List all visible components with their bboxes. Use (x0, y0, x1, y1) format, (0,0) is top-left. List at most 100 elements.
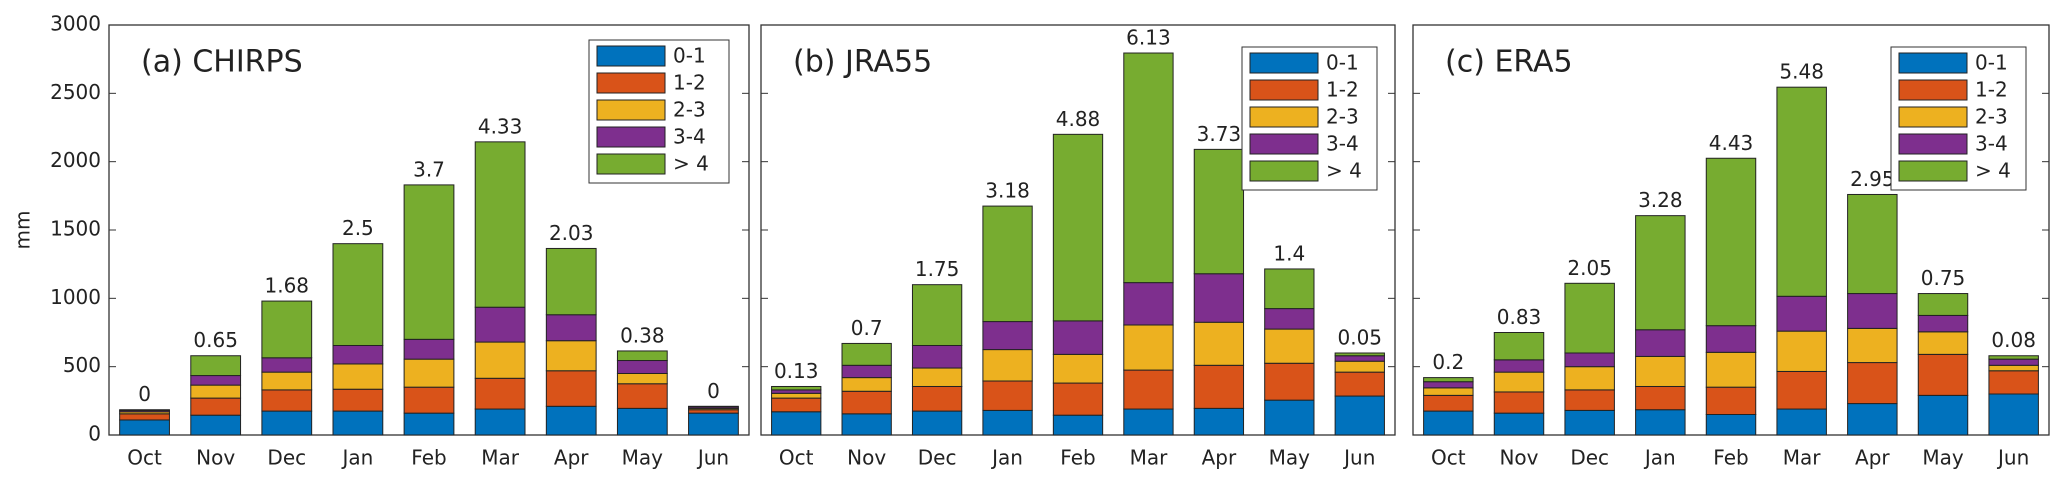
bar-segment (261, 410, 313, 436)
bar-segment (1264, 328, 1315, 364)
bar-segment (911, 367, 963, 387)
bar-segment (1776, 86, 1827, 297)
bar-segment (545, 247, 597, 316)
bar-segment (1052, 414, 1104, 436)
bar-segment (1264, 308, 1315, 330)
bar-segment (1635, 215, 1686, 331)
legend-label: > 4 (1975, 159, 2011, 183)
bar-segment (1776, 330, 1827, 372)
legend-swatch (1898, 52, 1968, 74)
bar-label: 2.03 (549, 221, 594, 245)
bar-segment (1917, 331, 1969, 355)
bar-segment (771, 385, 822, 391)
bar-label: 2.05 (1567, 256, 1612, 280)
bar-segment (1493, 359, 1545, 373)
legend-swatch (1249, 79, 1319, 101)
bar-label: 3.73 (1197, 122, 1242, 146)
y-tick-label: 1000 (50, 285, 101, 309)
bar-segment (403, 358, 455, 388)
legend-swatch (1249, 133, 1319, 155)
legend-swatch (596, 45, 666, 67)
legend-label: 2-3 (673, 98, 706, 122)
bar-label: 3.7 (413, 157, 445, 181)
bar-segment (688, 412, 739, 436)
bar-segment (332, 363, 384, 390)
x-tick-label: Apr (1855, 446, 1890, 470)
bar-segment (616, 360, 668, 374)
bar-segment (841, 342, 892, 366)
bar-segment (190, 384, 242, 399)
bar-segment (332, 243, 384, 346)
bar-segment (841, 390, 892, 415)
bar-segment (474, 377, 526, 410)
bar-segment (616, 373, 668, 385)
y-tick-label: 2500 (50, 80, 101, 104)
bar-segment (1847, 327, 1898, 364)
x-tick-label: Mar (1783, 446, 1822, 470)
bar-segment (1564, 352, 1615, 368)
legend-label: 3-4 (1326, 132, 1359, 156)
bar-segment (1123, 408, 1174, 436)
bar-segment (1847, 293, 1898, 329)
legend-swatch (1249, 160, 1319, 182)
bar-segment (332, 388, 384, 412)
bar-segment (119, 409, 170, 411)
x-tick-label: Feb (411, 446, 446, 470)
legend-label: > 4 (1326, 159, 1362, 183)
x-tick-label: Oct (127, 446, 162, 470)
bar-segment (911, 410, 963, 436)
legend-swatch (1898, 160, 1968, 182)
bar-label: 0.38 (620, 323, 665, 347)
bar-segment (1123, 282, 1174, 326)
bar-segment (1705, 386, 1757, 415)
bar-segment (190, 414, 242, 436)
bar-segment (1917, 394, 1969, 436)
legend-label: 1-2 (673, 71, 706, 95)
bar-segment (1123, 324, 1174, 371)
x-tick-label: Feb (1713, 446, 1748, 470)
bar-segment (1193, 364, 1245, 409)
bar-segment (1847, 403, 1898, 436)
legend-label: 3-4 (1975, 132, 2008, 156)
bar-segment (261, 300, 313, 359)
bar-label: 1.75 (915, 257, 960, 281)
legend-label: 1-2 (1975, 78, 2008, 102)
bar-label: 0.75 (1921, 266, 1966, 290)
bar-segment (1847, 193, 1898, 295)
bar-label: 0.7 (851, 316, 883, 340)
bar-segment (1705, 325, 1757, 353)
y-tick-label: 3000 (50, 12, 101, 36)
bar-segment (1705, 351, 1757, 388)
legend-swatch (1249, 106, 1319, 128)
bar-segment (1334, 395, 1385, 436)
bar-segment (474, 306, 526, 343)
bar-segment (545, 340, 597, 372)
bar-segment (545, 314, 597, 342)
bar-segment (1193, 273, 1245, 323)
x-tick-label: Jun (696, 446, 729, 470)
bar-label: 6.13 (1126, 26, 1171, 50)
legend-swatch (596, 99, 666, 121)
bar-label: 0.83 (1497, 305, 1542, 329)
x-tick-label: Jan (990, 446, 1023, 470)
bar-label: 0.08 (1991, 328, 2036, 352)
bar-segment (1988, 364, 2039, 372)
bar-segment (332, 344, 384, 365)
bar-segment (545, 370, 597, 407)
bar-segment (545, 405, 597, 436)
bar-label: 2.95 (1850, 167, 1895, 191)
x-tick-label: Dec (267, 446, 306, 470)
bar-segment (1493, 412, 1545, 436)
bar-segment (982, 409, 1033, 436)
bar-segment (1988, 355, 2039, 360)
legend-label: 2-3 (1975, 105, 2008, 129)
bar-segment (1423, 394, 1474, 412)
bar-segment (1123, 52, 1174, 284)
bar-segment (1776, 370, 1827, 410)
x-tick-label: Nov (1499, 446, 1538, 470)
x-tick-label: Oct (1431, 446, 1466, 470)
bar-segment (1423, 381, 1474, 389)
bar-segment (119, 413, 170, 421)
bar-label: 5.48 (1779, 60, 1824, 84)
x-tick-label: May (1922, 446, 1964, 470)
